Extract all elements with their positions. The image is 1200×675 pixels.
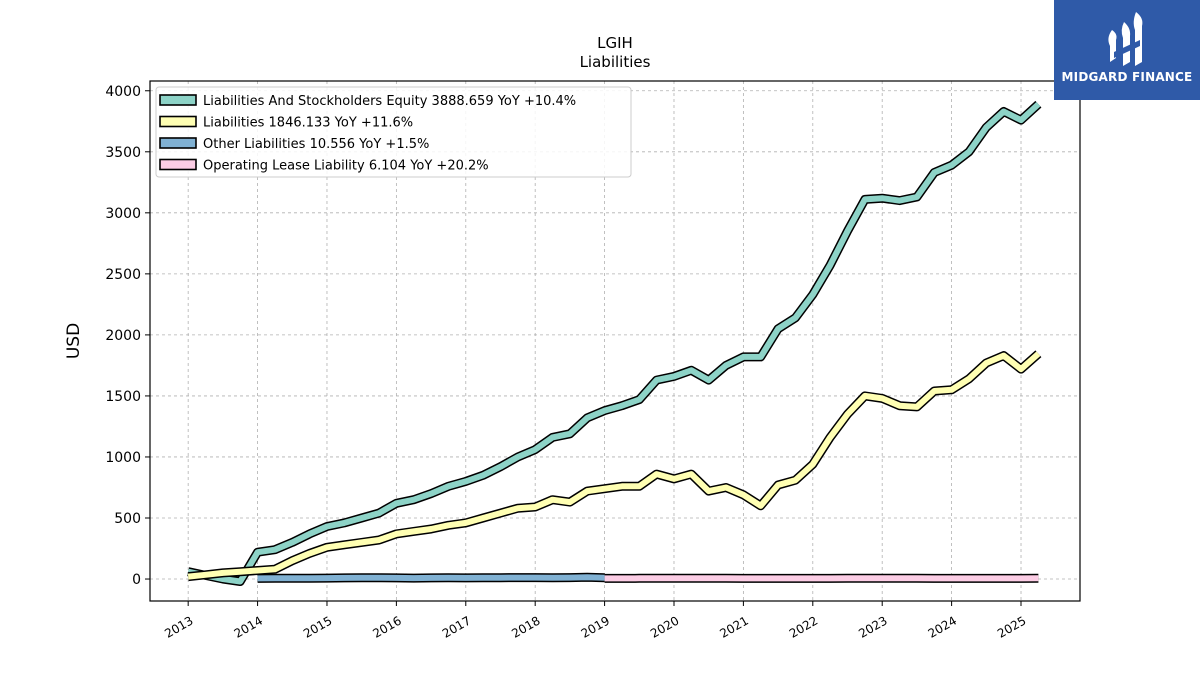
series-line — [187, 351, 1041, 580]
y-tick-label: 1000 — [105, 450, 141, 466]
y-tick-label: 4000 — [105, 84, 141, 100]
x-tick-label: 2016 — [370, 613, 403, 640]
chart-subtitle: Liabilities — [580, 53, 651, 71]
series-line-outline — [187, 350, 1042, 582]
x-tick-label: 2022 — [787, 613, 820, 640]
y-tick-label: 3500 — [105, 145, 141, 161]
x-tick-label: 2017 — [440, 613, 473, 640]
legend-swatch — [159, 115, 197, 128]
legend-swatch — [159, 158, 197, 171]
series-line — [187, 101, 1041, 585]
y-tick-label: 0 — [132, 572, 141, 588]
x-tick-label: 2015 — [301, 613, 334, 640]
legend-label: Liabilities 1846.133 YoY +11.6% — [203, 116, 413, 131]
series-1 — [187, 350, 1042, 582]
brand-logo: MIDGARD FINANCE — [1054, 0, 1200, 100]
legend: Liabilities And Stockholders Equity 3888… — [155, 86, 632, 178]
legend-box — [155, 86, 632, 178]
legend-label: Other Liabilities 10.556 YoY +1.5% — [203, 137, 429, 152]
x-tick-label: 2013 — [162, 613, 195, 640]
x-tick-label: 2024 — [926, 613, 959, 640]
plot-frame — [149, 80, 1081, 602]
brand-name: MIDGARD FINANCE — [1061, 70, 1193, 84]
series-0 — [187, 100, 1042, 586]
x-tick-label: 2018 — [509, 613, 542, 640]
y-tick-label: 2500 — [105, 267, 141, 283]
x-tick-label: 2019 — [579, 613, 612, 640]
y-tick-label: 2000 — [105, 328, 141, 344]
chart-title: LGIH — [597, 34, 633, 52]
legend-swatch — [159, 94, 197, 106]
y-axis-label: USD — [64, 323, 84, 359]
series-2 — [257, 572, 605, 583]
x-tick-label: 2025 — [995, 613, 1028, 640]
legend-label: Operating Lease Liability 6.104 YoY +20.… — [203, 159, 489, 174]
legend-label: Liabilities And Stockholders Equity 3888… — [203, 94, 576, 109]
x-tick-label: 2020 — [648, 613, 681, 640]
x-axis: 2013 2014 2015 2016 2017 2018 2019 2020 2021 2022… — [162, 601, 1029, 641]
y-tick-label: 1500 — [105, 389, 141, 405]
series-layer — [187, 100, 1042, 586]
y-axis: 0 500 1000 1500 2000 2500 3000 3500 4000 — [105, 84, 150, 588]
y-tick-label: 3000 — [105, 206, 141, 222]
x-tick-label: 2023 — [856, 613, 889, 640]
legend-swatch — [159, 137, 197, 149]
logo-mark-icon — [1054, 0, 1200, 100]
x-tick-label: 2021 — [717, 613, 750, 640]
y-tick-label: 500 — [114, 511, 141, 527]
x-tick-label: 2014 — [232, 613, 265, 640]
series-line — [257, 574, 605, 582]
